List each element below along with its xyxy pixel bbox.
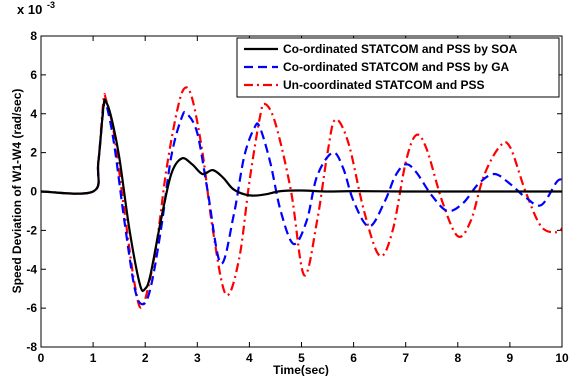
series-line-3 (41, 86, 562, 309)
x-tick-label: 4 (246, 351, 253, 365)
x-tick-label: 6 (350, 351, 357, 365)
y-tick-label: -6 (26, 301, 37, 315)
legend: Co-ordinated STATCOM and PSS by SOA Co-or… (236, 37, 560, 98)
y-axis-label: Speed Deviation of W1-W4 (rad/sec) (10, 89, 24, 294)
x-tick-label: 3 (194, 351, 201, 365)
series-layer (41, 86, 562, 309)
y-tick-label: -8 (26, 340, 37, 354)
y-tick-label: -2 (26, 223, 37, 237)
y-tick-label: 4 (30, 107, 37, 121)
legend-box (236, 37, 560, 98)
x-tick-label: 8 (454, 351, 461, 365)
y-tick-label: -4 (26, 262, 37, 276)
legend-label-3: Un-coordinated STATCOM and PSS (283, 78, 485, 92)
y-scale-multiplier: x 10 -3 (17, 0, 55, 17)
x-tick-label: 2 (142, 351, 149, 365)
y-tick-label: 8 (30, 29, 37, 43)
legend-label-1: Co-ordinated STATCOM and PSS by SOA (283, 42, 518, 56)
series-line-1 (41, 98, 562, 293)
x-tick-label: 5 (298, 351, 305, 365)
y-multiplier-exponent: -3 (47, 0, 55, 10)
y-tick-label: 2 (30, 146, 37, 160)
y-multiplier-base: x 10 (17, 2, 42, 17)
x-tick-label: 1 (90, 351, 97, 365)
x-tick-label: 7 (402, 351, 409, 365)
plot-frame (40, 35, 563, 348)
x-axis-label: Time(sec) (273, 363, 329, 376)
x-tick-label: 9 (507, 351, 514, 365)
series-line-2 (41, 99, 562, 306)
x-tick-label: 0 (38, 351, 45, 365)
x-tick-label: 10 (555, 351, 569, 365)
legend-label-2: Co-ordinated STATCOM and PSS by GA (283, 60, 510, 74)
y-tick-label: 0 (30, 185, 37, 199)
y-tick-label: 6 (30, 68, 37, 82)
